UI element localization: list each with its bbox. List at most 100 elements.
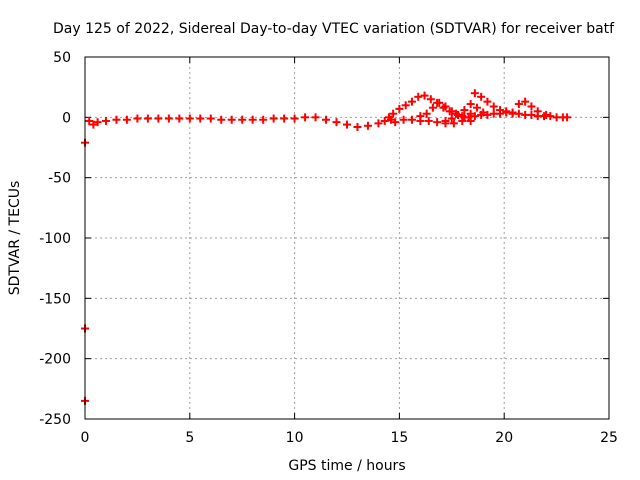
data-point: [466, 116, 475, 125]
x-tick-label: 25: [600, 430, 618, 446]
data-point: [502, 107, 511, 116]
data-point: [483, 110, 492, 119]
data-point: [133, 114, 142, 123]
data-point: [416, 112, 425, 121]
data-point: [363, 121, 372, 130]
data-point: [399, 115, 408, 124]
data-point: [533, 107, 542, 116]
y-tick-label: -100: [39, 231, 71, 247]
data-point: [259, 115, 268, 124]
data-point: [248, 115, 257, 124]
x-axis-label: GPS time / hours: [288, 458, 405, 474]
grid: [85, 57, 609, 419]
data-point: [546, 112, 555, 121]
data-point: [290, 114, 299, 123]
data-point: [301, 113, 310, 122]
y-tick-label: -200: [39, 352, 71, 368]
data-point: [496, 106, 505, 115]
data-point: [542, 110, 551, 119]
data-point: [472, 103, 481, 112]
data-point: [433, 118, 442, 127]
data-point: [470, 89, 479, 98]
data-point: [401, 101, 410, 110]
data-point: [466, 100, 475, 109]
data-point: [389, 109, 398, 118]
data-point: [85, 116, 94, 125]
data-point: [269, 114, 278, 123]
y-tick-label: 0: [62, 110, 71, 126]
data-point: [391, 118, 400, 127]
data-point: [454, 110, 463, 119]
data-point: [206, 114, 215, 123]
y-tick-label: 50: [53, 50, 71, 66]
data-point: [447, 114, 456, 123]
y-tick-label: -150: [39, 291, 71, 307]
x-tick-label: 10: [286, 430, 304, 446]
data-point: [343, 120, 351, 129]
data-point: [175, 114, 184, 123]
data-point: [477, 92, 486, 101]
data-point: [164, 114, 173, 123]
data-point: [514, 109, 523, 118]
data-point: [322, 115, 331, 124]
data-point: [374, 119, 383, 128]
data-point: [527, 102, 536, 111]
data-point: [449, 119, 458, 128]
data-point: [441, 102, 450, 111]
data-point: [447, 107, 456, 116]
data-point: [280, 114, 289, 123]
y-tick-label: -50: [48, 171, 71, 187]
data-point: [563, 113, 572, 122]
data-points: [81, 89, 572, 405]
data-point: [441, 116, 450, 125]
data-point: [527, 110, 536, 119]
data-point: [112, 115, 121, 124]
data-point: [353, 122, 362, 131]
data-point: [428, 103, 437, 112]
data-point: [420, 91, 429, 100]
data-point: [489, 102, 498, 111]
data-point: [470, 112, 479, 121]
data-point: [422, 109, 431, 118]
data-point: [384, 113, 393, 122]
data-point: [521, 97, 530, 106]
x-tick-label: 5: [185, 430, 194, 446]
data-point: [466, 109, 475, 118]
data-point: [238, 115, 247, 124]
data-point: [122, 115, 131, 124]
data-point: [101, 116, 110, 125]
data-point: [154, 114, 163, 123]
plot-frame: [84, 56, 610, 420]
data-point: [196, 114, 205, 123]
data-point: [185, 114, 194, 123]
data-point: [435, 98, 444, 107]
axis-ticks: 0 5 10 15 20 25 -250 -200 -150 -100 -50 0 50: [39, 50, 618, 446]
x-tick-label: 0: [81, 430, 90, 446]
data-point: [407, 97, 416, 106]
data-point: [332, 118, 341, 127]
data-point: [311, 113, 320, 122]
data-point: [93, 118, 102, 127]
data-point: [514, 100, 523, 109]
data-point: [217, 115, 226, 124]
data-point: [426, 95, 435, 104]
chart-title: Day 125 of 2022, Sidereal Day-to-day VTE…: [53, 21, 615, 37]
data-point: [424, 116, 433, 125]
data-point: [227, 115, 236, 124]
data-point: [380, 116, 389, 125]
data-point: [460, 106, 469, 115]
data-point: [89, 120, 98, 129]
data-point: [483, 97, 492, 106]
x-tick-label: 20: [495, 430, 513, 446]
data-point: [414, 92, 423, 101]
data-point: [395, 104, 404, 113]
x-tick-label: 15: [390, 430, 408, 446]
data-point: [143, 114, 152, 123]
y-axis-label: SDTVAR / TECUs: [7, 181, 23, 296]
data-point: [479, 108, 488, 117]
data-point: [460, 113, 469, 122]
y-tick-label: -250: [39, 412, 71, 428]
data-point: [407, 115, 416, 124]
data-point: [508, 108, 517, 117]
